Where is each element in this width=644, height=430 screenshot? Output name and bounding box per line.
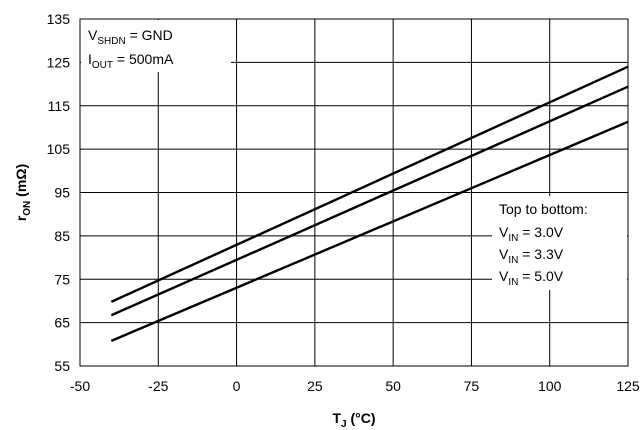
y-tick-label: 125 — [47, 54, 71, 70]
legend-entry-subscript: IN — [508, 255, 518, 266]
condition-main: I — [88, 51, 92, 67]
legend-entry: VIN = 3.0V — [499, 224, 564, 244]
y-tick-label: 105 — [47, 141, 71, 157]
x-tick-label: 25 — [307, 378, 323, 394]
x-tick-labels: -50 -25 0 25 50 75 100 125 — [70, 378, 640, 394]
legend-entry-subscript: IN — [508, 277, 518, 288]
x-tick-label: -50 — [70, 378, 90, 394]
series-line-1 — [110, 65, 629, 303]
legend-entry-main: V — [499, 268, 509, 284]
x-tick-label: 0 — [233, 378, 241, 394]
plot-frame — [79, 18, 629, 367]
conditions-background — [81, 20, 231, 72]
x-tick-label: 75 — [464, 378, 480, 394]
y-axis-label-main: r — [13, 215, 29, 221]
legend-entry-main: V — [499, 246, 509, 262]
y-axis-label: rON (mΩ) — [13, 164, 33, 221]
y-axis-label-subscript: ON — [22, 201, 33, 216]
y-axis-label-rest: (mΩ) — [13, 164, 29, 201]
legend-entry-rest: = 3.3V — [518, 246, 563, 262]
y-tick-label: 135 — [47, 11, 71, 27]
y-tick-label: 85 — [54, 228, 70, 244]
condition-line: VSHDN = GND — [88, 27, 173, 47]
x-tick-label: -25 — [148, 378, 168, 394]
x-axis-label-rest: (°C) — [347, 410, 376, 426]
y-tick-labels: 55 65 75 85 95 105 115 125 135 — [47, 11, 71, 374]
legend-entry-subscript: IN — [508, 233, 518, 244]
series-line-2 — [110, 85, 629, 317]
x-axis-label-subscript: J — [341, 419, 347, 430]
condition-rest: = 500mA — [113, 51, 174, 67]
x-tick-label: 100 — [538, 378, 562, 394]
grid — [80, 19, 628, 366]
conditions-box: VSHDN = GND IOUT = 500mA — [81, 20, 231, 72]
legend-entry-rest: = 3.0V — [518, 224, 563, 240]
condition-rest: = GND — [126, 27, 173, 43]
x-tick-label: 50 — [385, 378, 401, 394]
legend-entry-rest: = 5.0V — [518, 268, 563, 284]
condition-subscript: OUT — [92, 60, 113, 71]
series-line-3 — [110, 120, 629, 342]
y-tick-label: 65 — [54, 315, 70, 331]
x-tick-label: 125 — [616, 378, 640, 394]
y-tick-label: 115 — [48, 98, 71, 114]
legend-title: Top to bottom: — [499, 201, 588, 217]
y-tick-label: 95 — [54, 185, 70, 201]
series-group — [110, 65, 629, 342]
x-axis-label: TJ (°C) — [332, 410, 375, 430]
y-tick-label: 75 — [54, 271, 70, 287]
legend-background — [492, 196, 627, 290]
condition-main: V — [88, 27, 98, 43]
legend-entry: VIN = 5.0V — [499, 268, 564, 288]
x-axis-label-main: T — [332, 410, 341, 426]
condition-line: IOUT = 500mA — [88, 51, 174, 71]
legend-entry-main: V — [499, 224, 509, 240]
condition-subscript: SHDN — [97, 36, 125, 47]
y-tick-label: 55 — [54, 358, 70, 374]
legend-entry: VIN = 3.3V — [499, 246, 564, 266]
